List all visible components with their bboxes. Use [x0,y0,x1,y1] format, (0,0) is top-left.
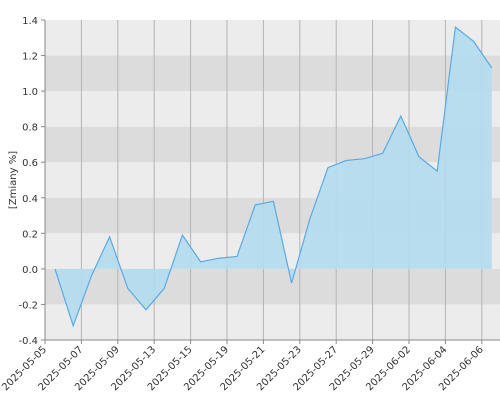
y-tick-label: 0.2 [22,229,38,240]
band [45,55,500,92]
area [55,27,492,326]
band [45,268,500,305]
y-tick-label: 0.0 [22,265,38,276]
y-axis-label: [Zmiany %] [8,151,19,209]
line [54,25,493,328]
y-tick-label: 1.4 [22,16,38,27]
y-tick-label: 0.4 [22,194,38,205]
y-tick-label: -0.4 [18,336,38,347]
band [45,91,500,127]
band [45,20,500,56]
y-tick-label: -0.2 [18,300,38,311]
y-tick-label: 1.2 [22,52,38,63]
y-tick-label: 1.0 [22,87,38,98]
y-tick-label: 0.8 [22,123,38,134]
band [45,126,500,163]
band [45,304,500,340]
y-tick-label: 0.6 [22,158,38,169]
